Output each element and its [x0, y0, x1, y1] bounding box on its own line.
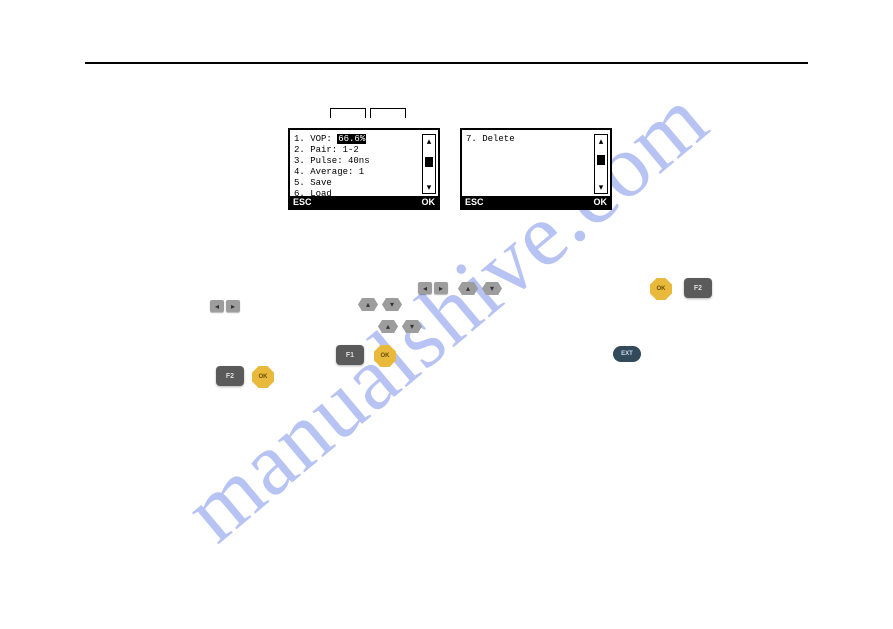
- scroll-thumb[interactable]: [425, 157, 433, 167]
- ok-button[interactable]: OK: [650, 278, 672, 300]
- watermark: manualshive.com: [165, 67, 727, 562]
- ok-label[interactable]: OK: [422, 197, 436, 207]
- scroll-thumb[interactable]: [597, 155, 605, 165]
- f2-button[interactable]: F2: [216, 366, 244, 386]
- down-arrow-icon[interactable]: ▾: [402, 320, 422, 333]
- esc-label[interactable]: ESC: [293, 197, 312, 207]
- lcd-main-scrollbar[interactable]: ▴ ▾: [422, 134, 436, 194]
- right-arrow-icon[interactable]: ▸: [434, 282, 448, 294]
- lcd-sec-footer: ESC OK: [462, 196, 610, 208]
- f1-button[interactable]: F1: [336, 345, 364, 365]
- value-bracket-2: [370, 108, 406, 118]
- lcd-menu-main: 1. VOP: 66.6% 2. Pair: 1-2 3. Pulse: 40n…: [288, 128, 440, 210]
- lcd-main-footer: ESC OK: [290, 196, 438, 208]
- lcd-main-body: 1. VOP: 66.6% 2. Pair: 1-2 3. Pulse: 40n…: [294, 134, 416, 194]
- left-arrow-icon[interactable]: ◂: [210, 300, 224, 312]
- down-arrow-icon[interactable]: ▾: [482, 282, 502, 295]
- f2-button[interactable]: F2: [684, 278, 712, 298]
- scroll-down-icon[interactable]: ▾: [423, 181, 435, 193]
- ok-label[interactable]: OK: [594, 197, 608, 207]
- scroll-down-icon[interactable]: ▾: [595, 181, 607, 193]
- up-arrow-icon[interactable]: ▴: [358, 298, 378, 311]
- lcd-sec-scrollbar[interactable]: ▴ ▾: [594, 134, 608, 194]
- ok-button[interactable]: OK: [252, 366, 274, 388]
- ext-button[interactable]: EXT: [613, 346, 641, 362]
- scroll-up-icon[interactable]: ▴: [423, 135, 435, 147]
- lcd-sec-body: 7. Delete: [466, 134, 588, 194]
- ok-button[interactable]: OK: [374, 345, 396, 367]
- lcd-menu-secondary: 7. Delete ▴ ▾ ESC OK: [460, 128, 612, 210]
- left-arrow-icon[interactable]: ◂: [418, 282, 432, 294]
- up-arrow-icon[interactable]: ▴: [458, 282, 478, 295]
- esc-label[interactable]: ESC: [465, 197, 484, 207]
- value-bracket-1: [330, 108, 366, 118]
- right-arrow-icon[interactable]: ▸: [226, 300, 240, 312]
- page-rule: [85, 62, 808, 64]
- scroll-up-icon[interactable]: ▴: [595, 135, 607, 147]
- down-arrow-icon[interactable]: ▾: [382, 298, 402, 311]
- up-arrow-icon[interactable]: ▴: [378, 320, 398, 333]
